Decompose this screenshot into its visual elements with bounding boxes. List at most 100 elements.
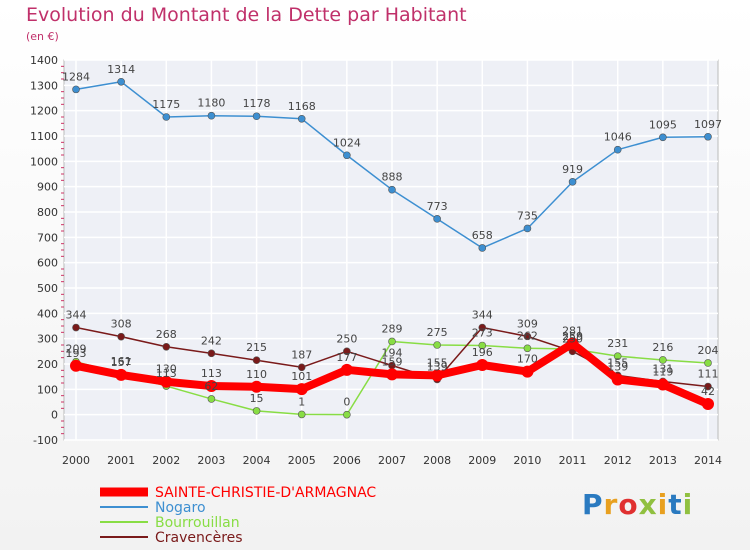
data-point bbox=[70, 359, 82, 372]
y-tick-label: 1300 bbox=[30, 79, 58, 92]
data-point bbox=[205, 380, 218, 393]
data-point bbox=[523, 224, 532, 233]
legend-label: Nogaro bbox=[155, 500, 206, 516]
data-label: 344 bbox=[472, 309, 493, 322]
data-label: 177 bbox=[336, 351, 357, 364]
data-label: 275 bbox=[427, 326, 448, 339]
data-label: 773 bbox=[427, 200, 448, 213]
y-tick-label: 900 bbox=[37, 181, 58, 194]
y-tick-label: 1000 bbox=[30, 155, 58, 168]
data-point bbox=[252, 356, 261, 365]
data-point bbox=[566, 337, 579, 350]
data-label: 155 bbox=[607, 356, 628, 369]
data-point bbox=[659, 133, 667, 142]
data-point bbox=[388, 185, 396, 194]
data-label: 139 bbox=[427, 360, 448, 373]
data-label: 242 bbox=[201, 334, 222, 347]
y-tick-label: 700 bbox=[37, 231, 58, 244]
data-point bbox=[523, 344, 532, 353]
data-label: 308 bbox=[111, 318, 132, 331]
data-label: 62 bbox=[204, 380, 218, 393]
data-label: 161 bbox=[111, 355, 132, 368]
data-point bbox=[340, 363, 353, 376]
data-point bbox=[297, 114, 306, 123]
data-label: 1097 bbox=[694, 118, 722, 131]
data-label: 159 bbox=[382, 355, 403, 368]
x-tick-label: 2004 bbox=[243, 454, 271, 467]
data-point bbox=[568, 178, 577, 186]
data-point bbox=[250, 380, 263, 393]
x-tick-label: 2014 bbox=[694, 454, 722, 467]
proxiti-logo: Proxiti bbox=[582, 488, 693, 521]
data-label: 1 bbox=[298, 395, 305, 408]
data-label: 131 bbox=[652, 362, 673, 375]
logo-letter: r bbox=[603, 488, 619, 521]
data-point bbox=[297, 363, 306, 372]
data-point bbox=[431, 369, 444, 382]
data-label: 1046 bbox=[604, 131, 632, 144]
data-point bbox=[72, 85, 80, 94]
data-label: 1095 bbox=[649, 118, 677, 131]
legend-label: Cravencères bbox=[155, 530, 243, 546]
data-point bbox=[343, 347, 351, 356]
data-point bbox=[117, 332, 125, 341]
data-label: 309 bbox=[517, 317, 538, 330]
data-point bbox=[433, 215, 441, 223]
logo-letter: x bbox=[638, 488, 658, 521]
data-label: 919 bbox=[562, 163, 583, 176]
x-tick-label: 2013 bbox=[649, 454, 677, 467]
x-tick-label: 2006 bbox=[333, 454, 361, 467]
chart-title: Evolution du Montant de la Dette par Hab… bbox=[26, 4, 467, 26]
data-label: 1314 bbox=[107, 63, 135, 76]
data-label: 110 bbox=[246, 368, 267, 381]
data-point bbox=[478, 244, 487, 252]
logo-letter: i bbox=[657, 488, 669, 521]
data-point bbox=[160, 375, 173, 388]
data-label: 1175 bbox=[152, 98, 180, 111]
x-tick-label: 2002 bbox=[152, 454, 180, 467]
x-tick-label: 2001 bbox=[107, 454, 135, 467]
data-point bbox=[252, 112, 261, 121]
data-point bbox=[704, 132, 712, 141]
x-tick-label: 2008 bbox=[423, 454, 451, 467]
data-point bbox=[72, 323, 80, 332]
data-point bbox=[704, 359, 712, 367]
data-label: 139 bbox=[607, 360, 628, 373]
data-label: 204 bbox=[698, 344, 719, 357]
data-label: 273 bbox=[472, 327, 493, 340]
data-label: 113 bbox=[201, 367, 222, 380]
data-label: 888 bbox=[382, 171, 403, 184]
data-label: 1024 bbox=[333, 136, 361, 149]
data-point bbox=[252, 407, 261, 415]
data-point bbox=[611, 373, 624, 386]
data-label: 196 bbox=[472, 346, 493, 359]
y-tick-label: 500 bbox=[37, 282, 58, 295]
data-label: 42 bbox=[701, 385, 715, 398]
data-point bbox=[613, 145, 622, 154]
x-tick-label: 2003 bbox=[197, 454, 225, 467]
data-point bbox=[207, 395, 216, 403]
data-label: 0 bbox=[343, 396, 350, 409]
data-label: 101 bbox=[291, 370, 312, 383]
legend-label: Bourrouillan bbox=[155, 515, 240, 531]
data-label: 157 bbox=[111, 356, 132, 369]
x-tick-label: 2010 bbox=[513, 454, 541, 467]
x-tick-label: 2012 bbox=[604, 454, 632, 467]
data-label: 215 bbox=[246, 341, 267, 354]
x-tick-label: 2005 bbox=[288, 454, 316, 467]
data-label: 1180 bbox=[197, 97, 225, 110]
data-label: 1178 bbox=[243, 97, 271, 110]
data-point bbox=[207, 349, 216, 358]
x-tick-label: 2000 bbox=[62, 454, 90, 467]
logo-letter: i bbox=[682, 488, 694, 521]
data-point bbox=[656, 378, 669, 391]
data-label: 344 bbox=[66, 309, 87, 322]
data-point bbox=[297, 410, 306, 419]
y-tick-label: 1100 bbox=[30, 130, 58, 143]
data-label: 1168 bbox=[288, 100, 316, 113]
y-tick-label: 600 bbox=[37, 257, 58, 270]
data-label: 259 bbox=[562, 330, 583, 343]
data-label: 268 bbox=[156, 328, 177, 341]
data-label: 250 bbox=[336, 332, 357, 345]
